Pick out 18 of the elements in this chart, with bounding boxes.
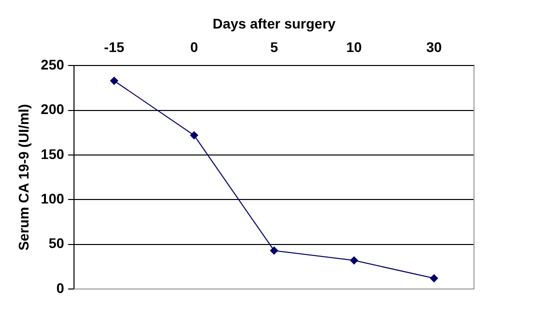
- point: [430, 274, 438, 282]
- y-tick-label: 0: [56, 280, 64, 296]
- y-tick-label: 200: [40, 101, 64, 118]
- y-tick-label: 150: [40, 146, 64, 162]
- x-tick-label: 5: [270, 39, 278, 56]
- y-tick-label: 250: [40, 56, 64, 72]
- point: [190, 131, 198, 140]
- x-tick-label: 10: [346, 39, 362, 56]
- y-tick-label: 100: [40, 190, 64, 206]
- point: [270, 246, 278, 255]
- x-axis-title: Days after surgery: [212, 15, 336, 32]
- x-tick-label: 0: [190, 39, 198, 56]
- x-tick-label: 30: [426, 39, 442, 56]
- point: [110, 76, 118, 85]
- x-tick-label: -15: [104, 39, 124, 56]
- point: [350, 256, 358, 264]
- y-axis-title: Serum CA 19-9 (UI/ml): [15, 104, 32, 251]
- y-tick-label: 50: [48, 235, 64, 252]
